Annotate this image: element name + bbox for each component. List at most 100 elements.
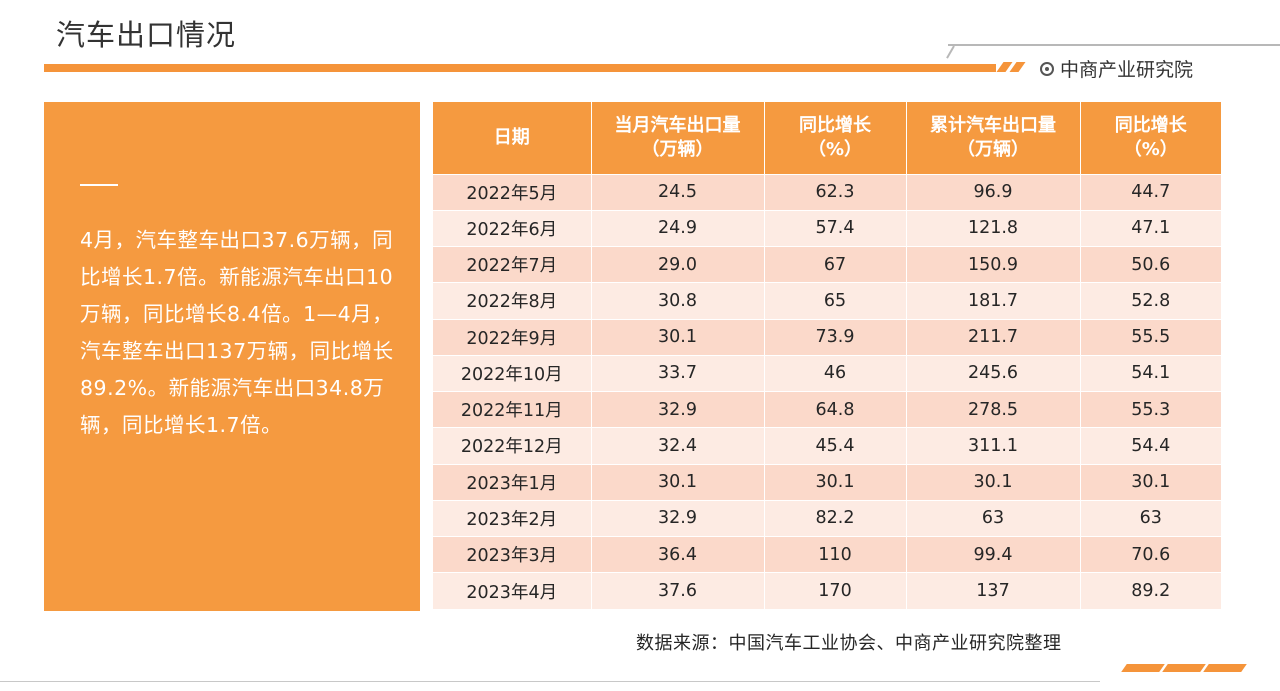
- value-cell: 311.1: [906, 427, 1081, 464]
- header-text: （%）: [807, 138, 863, 160]
- value-cell: 278.5: [906, 390, 1081, 428]
- table-row: 2022年10月 33.7 46 245.6 54.1: [433, 354, 1221, 392]
- brand-logo: 中商产业研究院: [1040, 55, 1193, 82]
- header-text: （万辆）: [957, 138, 1029, 160]
- table-row: 2023年4月 37.6 170 137 89.2: [433, 572, 1221, 609]
- value-cell: 30.1: [906, 463, 1081, 501]
- value-cell: 99.4: [906, 535, 1081, 573]
- header-text: 日期: [493, 126, 530, 148]
- value-cell: 211.7: [906, 318, 1081, 356]
- table-header-row: 日期 当月汽车出口量 （万辆） 同比增长 （%） 累计汽车出口量 （万辆） 同比增长 （%）: [433, 102, 1221, 174]
- table-header-cell: 同比增长 （%）: [1080, 102, 1221, 174]
- table-row: 2022年5月 24.5 62.3 96.9 44.7: [433, 173, 1221, 211]
- value-cell: 82.2: [764, 499, 907, 537]
- table-row: 2022年6月 24.9 57.4 121.8 47.1: [433, 209, 1221, 247]
- footer-line: [0, 681, 1100, 682]
- table-header-cell: 同比增长 （%）: [764, 102, 907, 174]
- date-cell: 2022年6月: [433, 209, 592, 247]
- stripe-mark: [1162, 664, 1206, 672]
- date-cell: 2022年12月: [433, 427, 592, 464]
- value-cell: 245.6: [906, 354, 1081, 392]
- header-text: 当月汽车出口量: [614, 114, 741, 136]
- table-row: 2022年8月 30.8 65 181.7 52.8: [433, 282, 1221, 319]
- value-cell: 181.7: [906, 282, 1081, 319]
- table-row: 2022年9月 30.1 73.9 211.7 55.5: [433, 318, 1221, 356]
- date-cell: 2022年11月: [433, 390, 592, 428]
- value-cell: 32.4: [591, 427, 765, 464]
- table-row: 2022年7月 29.0 67 150.9 50.6: [433, 245, 1221, 283]
- value-cell: 70.6: [1080, 535, 1221, 573]
- summary-dash: [80, 184, 118, 186]
- value-cell: 30.1: [764, 463, 907, 501]
- table-row: 2022年11月 32.9 64.8 278.5 55.3: [433, 390, 1221, 428]
- date-cell: 2023年1月: [433, 463, 592, 501]
- header-text: （万辆）: [641, 138, 714, 160]
- value-cell: 54.4: [1080, 427, 1221, 464]
- table-row: 2023年2月 32.9 82.2 63 63: [433, 499, 1221, 537]
- value-cell: 55.3: [1080, 390, 1221, 428]
- value-cell: 52.8: [1080, 282, 1221, 319]
- header-divider-slant: [946, 45, 955, 59]
- value-cell: 150.9: [906, 245, 1081, 283]
- value-cell: 73.9: [764, 318, 907, 356]
- value-cell: 50.6: [1080, 245, 1221, 283]
- date-cell: 2022年5月: [433, 173, 592, 211]
- date-cell: 2022年9月: [433, 318, 592, 356]
- value-cell: 36.4: [591, 535, 765, 573]
- value-cell: 45.4: [764, 427, 907, 464]
- summary-panel: 4月，汽车整车出口37.6万辆，同比增长1.7倍。新能源汽车出口10万辆，同比增…: [44, 102, 420, 611]
- value-cell: 30.1: [591, 318, 765, 356]
- value-cell: 64.8: [764, 390, 907, 428]
- header-text: 累计汽车出口量: [930, 114, 1056, 136]
- value-cell: 67: [764, 245, 907, 283]
- value-cell: 24.5: [591, 173, 765, 211]
- brand-name: 中商产业研究院: [1060, 59, 1194, 81]
- value-cell: 44.7: [1080, 173, 1221, 211]
- value-cell: 30.8: [591, 282, 765, 319]
- value-cell: 29.0: [591, 245, 765, 283]
- table-row: 2022年12月 32.4 45.4 311.1 54.4: [433, 427, 1221, 464]
- table-header-cell: 日期: [433, 102, 592, 174]
- data-source: 数据来源：中国汽车工业协会、中商产业研究院整理: [636, 633, 1062, 654]
- value-cell: 30.1: [591, 463, 765, 501]
- value-cell: 89.2: [1080, 572, 1221, 609]
- value-cell: 30.1: [1080, 463, 1221, 501]
- header-divider-line: [948, 44, 1280, 46]
- value-cell: 32.9: [591, 499, 765, 537]
- value-cell: 57.4: [764, 209, 907, 247]
- value-cell: 24.9: [591, 209, 765, 247]
- date-cell: 2022年7月: [433, 245, 592, 283]
- footer-stripe-decoration: [1121, 664, 1247, 672]
- export-table: 日期 当月汽车出口量 （万辆） 同比增长 （%） 累计汽车出口量 （万辆） 同比增长 （%） 2…: [433, 102, 1221, 609]
- date-cell: 2023年2月: [433, 499, 592, 537]
- slash-mark: [1009, 62, 1026, 72]
- title-accent-bar: [44, 64, 996, 72]
- value-cell: 137: [906, 572, 1081, 609]
- table-row: 2023年1月 30.1 30.1 30.1 30.1: [433, 463, 1221, 501]
- table-header-cell: 当月汽车出口量 （万辆）: [591, 102, 765, 174]
- value-cell: 62.3: [764, 173, 907, 211]
- header-slash-decoration: [996, 62, 1026, 72]
- table-row: 2023年3月 36.4 110 99.4 70.6: [433, 535, 1221, 573]
- value-cell: 47.1: [1080, 209, 1221, 247]
- value-cell: 96.9: [906, 173, 1081, 211]
- header-text: （%）: [1123, 138, 1178, 160]
- value-cell: 63: [906, 499, 1081, 537]
- value-cell: 121.8: [906, 209, 1081, 247]
- value-cell: 33.7: [591, 354, 765, 392]
- value-cell: 55.5: [1080, 318, 1221, 356]
- value-cell: 65: [764, 282, 907, 319]
- stripe-mark: [1203, 664, 1247, 672]
- header-text: 同比增长: [799, 114, 871, 136]
- date-cell: 2022年10月: [433, 354, 592, 392]
- value-cell: 110: [764, 535, 907, 573]
- value-cell: 63: [1080, 499, 1221, 537]
- table-header-cell: 累计汽车出口量 （万辆）: [906, 102, 1081, 174]
- page-title: 汽车出口情况: [56, 18, 237, 52]
- value-cell: 32.9: [591, 390, 765, 428]
- date-cell: 2023年3月: [433, 535, 592, 573]
- target-circle-icon: [1040, 61, 1054, 76]
- date-cell: 2023年4月: [433, 572, 592, 609]
- summary-text: 4月，汽车整车出口37.6万辆，同比增长1.7倍。新能源汽车出口10万辆，同比增…: [80, 228, 394, 437]
- value-cell: 170: [764, 572, 907, 609]
